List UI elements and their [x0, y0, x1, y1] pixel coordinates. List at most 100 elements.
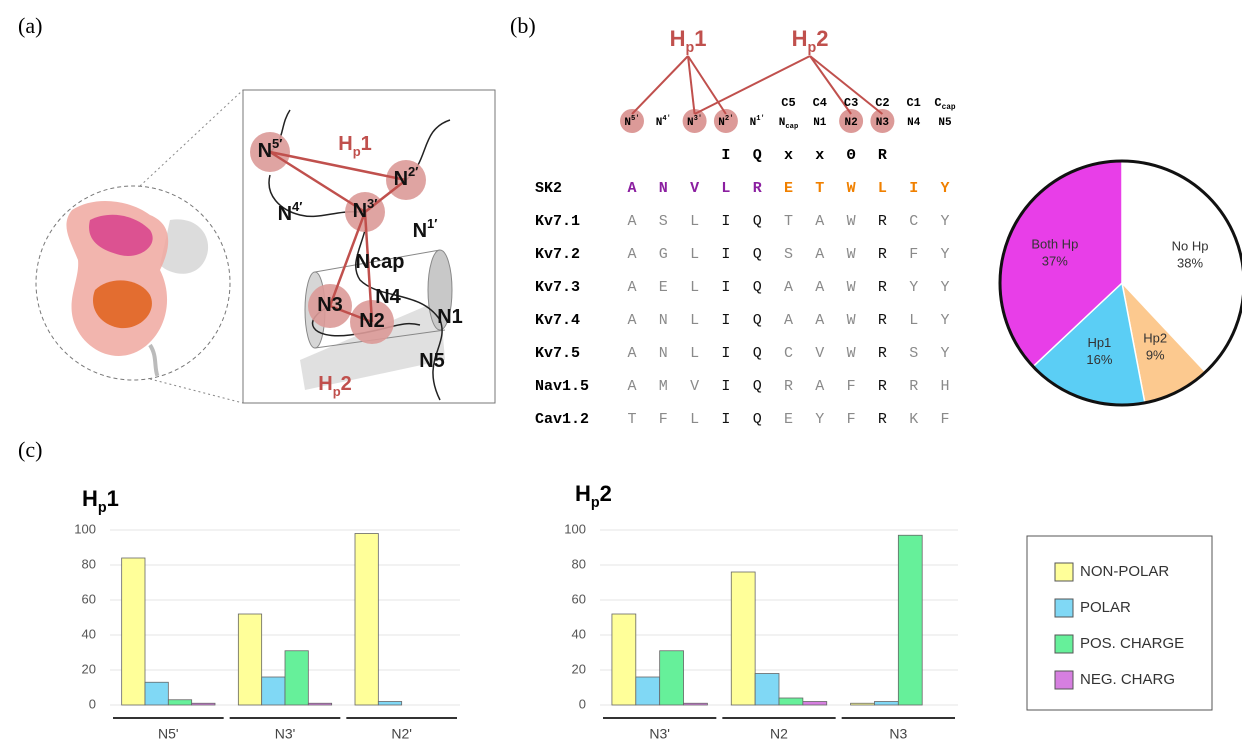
- residue: R: [753, 180, 762, 197]
- bar: [144, 681, 169, 706]
- sequence-name: Nav1.5: [535, 378, 589, 395]
- hp-label: Hp2: [792, 26, 829, 56]
- y-tick-label: 20: [572, 661, 586, 676]
- residue: I: [721, 312, 730, 329]
- text-part: N: [258, 140, 272, 162]
- contact-line: [328, 211, 367, 307]
- text-part: N: [624, 117, 631, 129]
- legend-swatch: [1054, 670, 1074, 690]
- residue: A: [815, 213, 824, 230]
- text-part: N3: [876, 117, 890, 129]
- position-label: N5′: [624, 115, 639, 129]
- residue: A: [627, 180, 636, 197]
- residue: A: [627, 213, 636, 230]
- slice-value: 38%: [1177, 255, 1203, 270]
- legend: NON-POLAR POLAR POS. CHARGE NEG. CHARG: [1026, 535, 1213, 711]
- text-part: 1: [694, 26, 706, 51]
- bar: [284, 650, 309, 706]
- text-part: N: [687, 117, 694, 129]
- contact-line: [363, 211, 374, 323]
- text-part: 2: [816, 26, 828, 51]
- bar: [237, 613, 263, 706]
- x-tick-label: N2': [391, 726, 412, 742]
- contact-line: [364, 179, 407, 213]
- residue: M: [659, 378, 668, 395]
- y-tick-label: 80: [572, 556, 586, 571]
- residue: C: [784, 345, 793, 362]
- residue: F: [847, 378, 856, 395]
- text-part: p: [98, 500, 107, 516]
- sequence-name: Kv7.5: [535, 345, 580, 362]
- y-tick-label: 0: [579, 696, 586, 711]
- y-tick-label: 0: [89, 696, 96, 711]
- residue-circle: [870, 109, 895, 133]
- text-part: 5′: [272, 136, 282, 151]
- position-label: C2: [875, 96, 889, 110]
- consensus-residue: R: [878, 147, 887, 164]
- text-part: N4: [375, 286, 401, 308]
- bar: [354, 533, 379, 706]
- text-part: N: [718, 117, 725, 129]
- bar: [730, 571, 756, 706]
- residue: A: [627, 279, 636, 296]
- residue: I: [721, 279, 730, 296]
- residue: L: [690, 213, 699, 230]
- y-tick-label: 60: [82, 591, 96, 606]
- text-part: Ncap: [356, 251, 405, 273]
- contact-line: [694, 55, 811, 115]
- text-part: 2: [600, 481, 612, 506]
- residue: A: [784, 279, 793, 296]
- residue: C: [909, 213, 918, 230]
- text-part: N4: [907, 117, 921, 129]
- residue: F: [847, 411, 856, 428]
- residue: A: [815, 378, 824, 395]
- text-part: 1: [107, 486, 119, 511]
- chart-title: Hp1: [82, 486, 119, 516]
- position-label: N4: [907, 117, 921, 129]
- position-label: N3: [876, 117, 890, 129]
- residue: I: [909, 180, 918, 197]
- residue: Q: [753, 378, 762, 395]
- residue: N: [659, 180, 668, 197]
- residue: Q: [753, 213, 762, 230]
- sequence-name: Kv7.2: [535, 246, 580, 263]
- text-part: C3: [844, 96, 858, 110]
- residue: T: [784, 213, 793, 230]
- y-tick-label: 100: [74, 521, 96, 536]
- text-part: N2: [359, 310, 385, 332]
- residue: Q: [753, 345, 762, 362]
- text-part: C4: [813, 96, 827, 110]
- text-part: 4′: [292, 199, 302, 214]
- residue: E: [784, 180, 793, 197]
- contact-line: [269, 150, 366, 214]
- text-part: 3′: [367, 196, 377, 211]
- text-part: 5′: [631, 115, 640, 123]
- text-part: 1′: [756, 115, 765, 123]
- position-label: N2′: [718, 115, 733, 129]
- panel-label: (a): [18, 13, 42, 38]
- residue: F: [659, 411, 668, 428]
- bar: [850, 702, 875, 706]
- diagram-label: N1: [437, 306, 463, 328]
- residue: L: [690, 312, 699, 329]
- y-tick-label: 40: [82, 626, 96, 641]
- text-part: H: [575, 481, 591, 506]
- residue: Y: [940, 279, 949, 296]
- text-part: H: [792, 26, 808, 51]
- legend-label: POS. CHARGE: [1080, 635, 1184, 652]
- text-part: N: [394, 168, 408, 190]
- text-part: N: [278, 203, 292, 225]
- protein-illustration: [35, 89, 244, 404]
- residue: T: [815, 180, 824, 197]
- residue: R: [878, 312, 887, 329]
- sequence-name: Kv7.4: [535, 312, 580, 329]
- residue: N: [659, 312, 668, 329]
- residue: Q: [753, 411, 762, 428]
- legend-label: NON-POLAR: [1080, 563, 1169, 580]
- inset-box: [242, 89, 496, 404]
- diagram-label: N5: [419, 350, 445, 372]
- y-tick-label: 20: [82, 661, 96, 676]
- text-part: 2′: [725, 115, 734, 123]
- diagram-label: N4′: [278, 199, 303, 225]
- text-part: N: [750, 117, 757, 129]
